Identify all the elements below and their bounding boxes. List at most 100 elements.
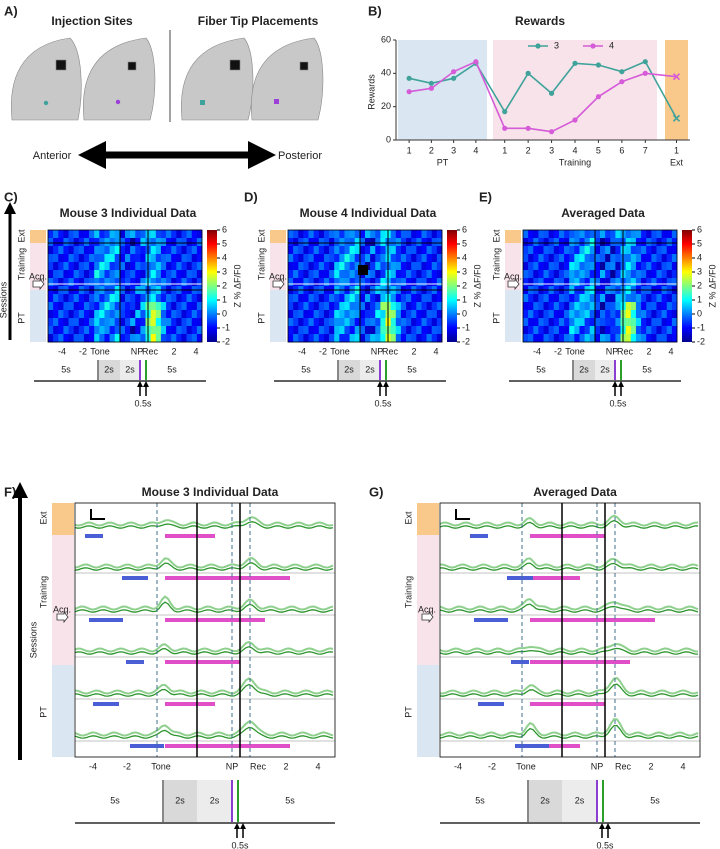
heatmap-cell: [329, 294, 335, 303]
x-tick-label: NP: [606, 346, 619, 356]
heatmap-cell: [426, 278, 433, 287]
heatmap-cell: [89, 270, 95, 279]
heatmap-cell: [630, 326, 637, 335]
heatmap-cell: [375, 326, 381, 335]
heatmap-cell: [421, 278, 427, 287]
heatmap-cell: [610, 262, 616, 271]
heatmap-cell: [421, 238, 427, 247]
legend-marker: [590, 43, 596, 49]
colorbar-label: Z % ΔF/F0: [472, 264, 482, 307]
heatmap-cell: [548, 318, 555, 327]
heatmap-cell: [104, 254, 110, 263]
heatmap-cell: [288, 270, 294, 279]
heatmap-cell: [298, 302, 304, 311]
heatmap-cell: [666, 294, 673, 303]
heatmap-cell: [411, 262, 417, 271]
series-line: [409, 60, 677, 133]
heatmap-cell: [375, 318, 381, 327]
heatmap-cell: [109, 230, 116, 239]
heatmap-cell: [625, 302, 632, 311]
colorbar-tick-label: 6: [462, 224, 467, 234]
heatmap-cell: [600, 246, 606, 255]
heatmap-cell: [99, 238, 105, 247]
heatmap-cell: [558, 278, 565, 287]
heatmap-cell: [375, 262, 381, 271]
heatmap-cell: [646, 262, 652, 271]
heatmap-cell: [176, 278, 182, 287]
heatmap-cell: [308, 270, 314, 279]
timeline-label: 2s: [104, 364, 114, 374]
heatmap-cell: [313, 310, 320, 319]
sig-bar-up: [165, 744, 290, 748]
group-label: Ext: [670, 157, 684, 167]
heatmap-cell: [610, 310, 616, 319]
heatmap-cell: [651, 310, 657, 319]
heatmap-cell: [584, 310, 591, 319]
heatmap-cell: [656, 326, 662, 335]
heatmap-cell: [155, 238, 162, 247]
heatmap-cell: [94, 270, 100, 279]
heatmap-cell: [89, 326, 95, 335]
y-tick-label: 20: [381, 101, 391, 111]
heatmap-cell: [354, 270, 361, 279]
heatmap-cell: [293, 262, 299, 271]
heatmap-cell: [130, 270, 136, 279]
x-tick-label: 1: [674, 145, 679, 155]
heatmap-cell: [104, 278, 110, 287]
heatmap-cell: [53, 238, 59, 247]
heatmap-cell: [610, 270, 616, 279]
heatmap-cell: [73, 230, 80, 239]
heatmap-cell: [313, 334, 320, 343]
heatmap-cell: [323, 310, 330, 319]
heatmap-cell: [400, 278, 407, 287]
heatmap-cell: [533, 230, 539, 239]
heatmap-cell: [288, 326, 294, 335]
colorbar-tick-label: 1: [222, 294, 227, 304]
heatmap-cell: [564, 278, 570, 287]
heatmap-cell: [191, 326, 198, 335]
heatmap-cell: [130, 254, 136, 263]
heatmap-cell: [288, 302, 294, 311]
heatmap-cell: [594, 294, 601, 303]
heatmap-cell: [329, 246, 335, 255]
heatmap-cell: [411, 326, 417, 335]
heatmap-cell: [538, 254, 544, 263]
heatmap-cell: [354, 326, 361, 335]
heatmap-cell: [651, 270, 657, 279]
colorbar-tick-label: 0: [222, 308, 227, 318]
heatmap-cell: [181, 318, 187, 327]
heatmap-cell: [186, 254, 193, 263]
colorbar: [207, 230, 217, 342]
heatmap-cell: [594, 302, 601, 311]
heatmap-cell: [574, 278, 580, 287]
group-band: [493, 40, 657, 140]
x-tick-label: -2: [554, 346, 562, 356]
heatmap-cell: [431, 318, 438, 327]
panel-title: Averaged Data: [561, 206, 645, 220]
heatmap-cell: [114, 230, 121, 239]
timeline-label: 2s: [365, 364, 375, 374]
heatmap-cell: [89, 238, 95, 247]
heatmap-cell: [370, 230, 376, 239]
heatmap-cell: [589, 278, 596, 287]
heatmap-cell: [625, 262, 632, 271]
heatmap-cell: [523, 262, 529, 271]
heatmap-cell: [83, 254, 90, 263]
trace: [74, 562, 334, 571]
y-tick-label: 40: [381, 68, 391, 78]
sig-bar-down: [470, 534, 488, 538]
trace: [439, 562, 699, 571]
session-label: Training: [491, 248, 501, 280]
heatmap-cell: [166, 238, 172, 247]
heatmap-cell: [615, 254, 621, 263]
heatmap-cell: [370, 262, 376, 271]
heatmap-cell: [339, 230, 345, 239]
heatmap-cell: [656, 230, 662, 239]
heatmap-cell: [166, 326, 172, 335]
heatmap-cell: [416, 294, 422, 303]
point: [672, 73, 681, 81]
heatmap-cell: [594, 270, 601, 279]
heatmap-cell: [641, 262, 647, 271]
heatmap-cell: [380, 270, 386, 279]
heatmap-cell: [99, 294, 105, 303]
